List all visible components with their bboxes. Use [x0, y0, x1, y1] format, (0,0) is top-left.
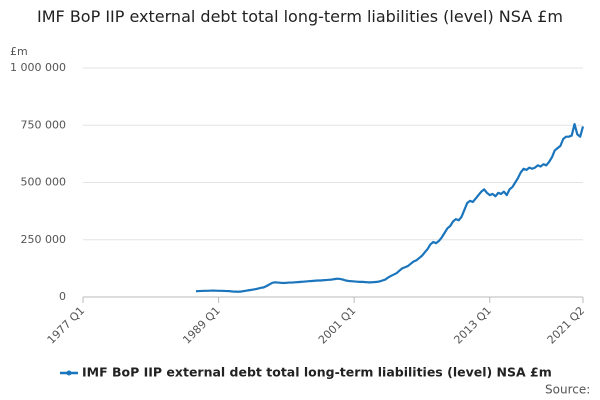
y-tick-label: 750 000	[21, 118, 67, 131]
y-unit: £m	[10, 45, 28, 58]
x-tick-label: 1977 Q1	[45, 304, 88, 347]
legend-label: IMF BoP IIP external debt total long-ter…	[82, 365, 552, 380]
y-tick-label: 1 000 000	[10, 61, 66, 74]
x-tick-label: 2013 Q1	[451, 304, 494, 347]
series-line	[195, 123, 585, 293]
y-tick-label: 500 000	[21, 176, 67, 189]
x-tick-label: 2001 Q1	[316, 304, 359, 347]
legend-marker	[66, 370, 72, 376]
chart-title: IMF BoP IIP external debt total long-ter…	[37, 7, 563, 26]
source: Source:	[545, 383, 590, 397]
x-tick-label: 2021 Q2	[545, 304, 588, 347]
y-tick-label: 0	[59, 290, 66, 303]
y-tick-label: 250 000	[21, 233, 67, 246]
x-tick-label: 1989 Q1	[180, 304, 223, 347]
